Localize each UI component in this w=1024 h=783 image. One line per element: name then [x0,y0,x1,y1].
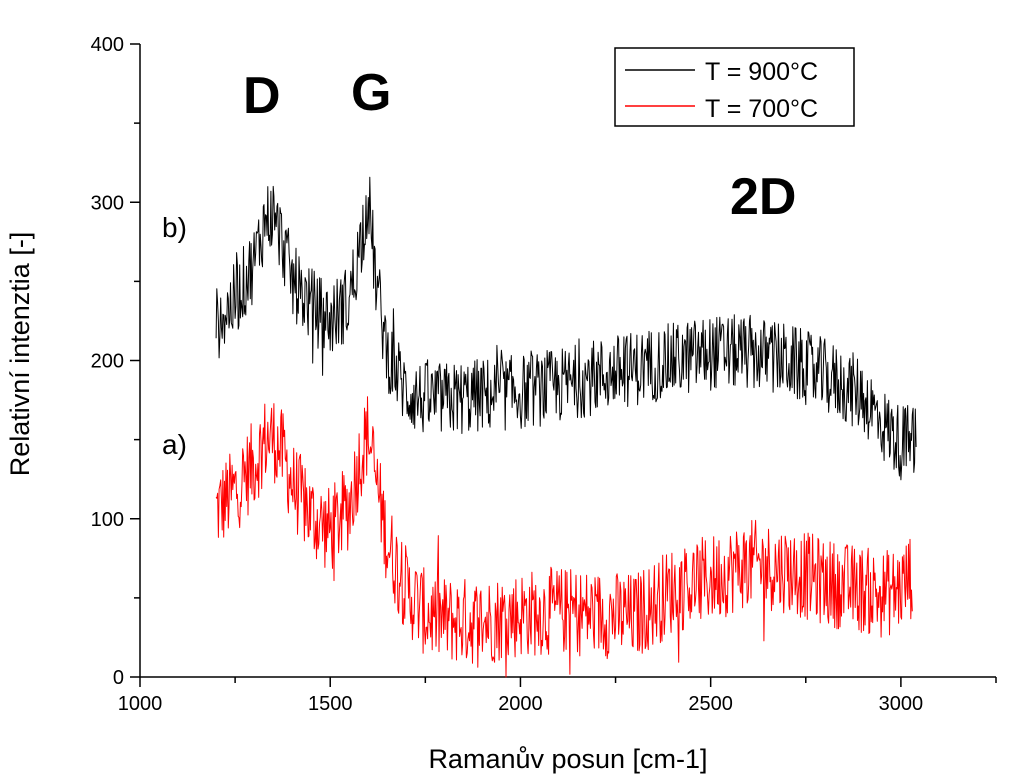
y-tick-label: 400 [91,34,124,56]
legend-box [614,47,855,127]
peak-label-d: D [243,67,281,125]
x-axis-title: Ramanův posun [cm-1] [428,744,707,774]
y-tick-label: 200 [91,351,124,373]
x-tick-label: 1500 [308,693,353,715]
y-tick-label: 0 [113,667,124,689]
y-tick-label: 300 [91,192,124,214]
y-axis-title: Relativní intenztia [-] [5,232,35,477]
x-tick-label: 1000 [118,693,163,715]
x-tick-label: 3000 [879,693,924,715]
axis-ticks: 1000 1500 2000 2500 3000 0 100 200 300 400 [91,34,997,715]
peak-label-g: G [351,64,391,122]
peak-label-2d: 2D [730,168,796,226]
x-tick-label: 2500 [688,693,733,715]
legend: T = 900°C T = 700°C [614,47,855,127]
curve-label-a: a) [162,429,187,460]
legend-label-700: T = 700°C [705,95,818,123]
y-tick-label: 100 [91,509,124,531]
curve-label-b: b) [162,212,187,243]
series-line-700c [215,396,913,678]
x-tick-label: 2000 [498,693,543,715]
axes [139,44,996,678]
series-line-900c [215,176,917,481]
legend-label-900: T = 900°C [705,58,818,86]
series-layer [215,176,917,678]
